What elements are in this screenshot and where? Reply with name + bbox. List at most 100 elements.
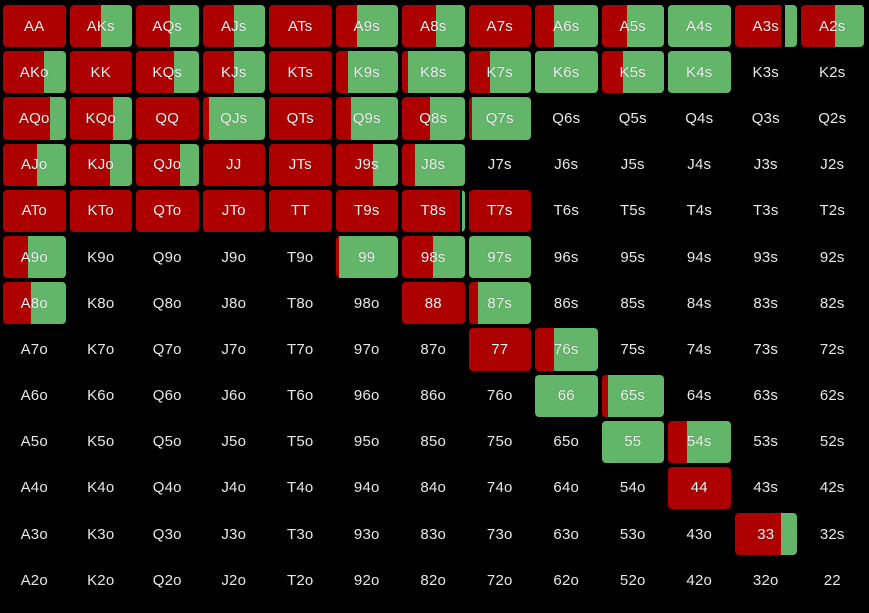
hand-cell-q3s[interactable]: Q3s <box>735 97 798 139</box>
hand-cell-82o[interactable]: 82o <box>402 559 465 601</box>
hand-cell-j7s[interactable]: J7s <box>469 144 532 186</box>
hand-cell-62s[interactable]: 62s <box>801 375 864 417</box>
hand-cell-k2o[interactable]: K2o <box>70 559 133 601</box>
hand-cell-k9s[interactable]: K9s <box>335 51 398 94</box>
hand-cell-aqs[interactable]: AQs <box>136 5 199 48</box>
hand-cell-q7o[interactable]: Q7o <box>136 328 199 370</box>
hand-cell-jj[interactable]: JJ <box>202 143 265 186</box>
hand-cell-93s[interactable]: 93s <box>735 236 798 278</box>
hand-cell-a3s[interactable]: A3s <box>734 5 797 48</box>
hand-cell-ako[interactable]: AKo <box>3 51 66 94</box>
hand-cell-53s[interactable]: 53s <box>735 421 798 463</box>
hand-cell-73s[interactable]: 73s <box>735 328 798 370</box>
hand-cell-k6o[interactable]: K6o <box>70 375 133 417</box>
hand-cell-98o[interactable]: 98o <box>336 282 399 324</box>
hand-cell-j6o[interactable]: J6o <box>203 375 266 417</box>
hand-cell-43s[interactable]: 43s <box>735 467 798 509</box>
hand-cell-k4s[interactable]: K4s <box>668 51 731 94</box>
hand-cell-t4s[interactable]: T4s <box>668 190 731 232</box>
hand-cell-a3o[interactable]: A3o <box>3 513 66 555</box>
hand-cell-qq[interactable]: QQ <box>136 97 199 140</box>
hand-cell-96o[interactable]: 96o <box>336 375 399 417</box>
hand-cell-33[interactable]: 33 <box>734 513 797 556</box>
hand-cell-j9s[interactable]: J9s <box>335 143 398 186</box>
hand-cell-ats[interactable]: ATs <box>269 5 332 48</box>
hand-cell-54o[interactable]: 54o <box>602 467 665 509</box>
hand-cell-94s[interactable]: 94s <box>668 236 731 278</box>
hand-cell-76s[interactable]: 76s <box>535 328 598 371</box>
hand-cell-a2o[interactable]: A2o <box>3 559 66 601</box>
hand-cell-k5s[interactable]: K5s <box>601 51 664 94</box>
hand-cell-85o[interactable]: 85o <box>402 421 465 463</box>
hand-cell-k4o[interactable]: K4o <box>70 467 133 509</box>
hand-cell-k8s[interactable]: K8s <box>402 51 465 94</box>
hand-cell-a6s[interactable]: A6s <box>535 5 598 48</box>
hand-cell-q8o[interactable]: Q8o <box>136 282 199 324</box>
hand-cell-74o[interactable]: 74o <box>469 467 532 509</box>
hand-cell-86o[interactable]: 86o <box>402 375 465 417</box>
hand-cell-a7o[interactable]: A7o <box>3 328 66 370</box>
hand-cell-97s[interactable]: 97s <box>468 235 531 279</box>
hand-cell-q7s[interactable]: Q7s <box>468 97 531 140</box>
hand-cell-k3s[interactable]: K3s <box>735 51 798 93</box>
hand-cell-k6s[interactable]: K6s <box>535 51 598 94</box>
hand-cell-74s[interactable]: 74s <box>668 328 731 370</box>
hand-cell-63s[interactable]: 63s <box>735 375 798 417</box>
hand-cell-83o[interactable]: 83o <box>402 513 465 555</box>
hand-cell-42s[interactable]: 42s <box>801 467 864 509</box>
hand-cell-qts[interactable]: QTs <box>269 97 332 140</box>
hand-cell-t7s[interactable]: T7s <box>468 189 531 232</box>
hand-cell-ato[interactable]: ATo <box>3 189 66 232</box>
hand-cell-83s[interactable]: 83s <box>735 282 798 324</box>
hand-cell-a9s[interactable]: A9s <box>335 5 398 48</box>
hand-cell-ajo[interactable]: AJo <box>3 143 66 186</box>
hand-cell-54s[interactable]: 54s <box>668 420 731 463</box>
hand-cell-q8s[interactable]: Q8s <box>402 97 465 140</box>
hand-cell-j2o[interactable]: J2o <box>203 559 266 601</box>
hand-cell-k3o[interactable]: K3o <box>70 513 133 555</box>
hand-cell-95s[interactable]: 95s <box>602 236 665 278</box>
hand-cell-64o[interactable]: 64o <box>535 467 598 509</box>
hand-cell-kqo[interactable]: KQo <box>69 97 132 140</box>
hand-cell-aqo[interactable]: AQo <box>3 97 66 140</box>
hand-cell-t4o[interactable]: T4o <box>269 467 332 509</box>
hand-cell-98s[interactable]: 98s <box>402 235 465 279</box>
hand-cell-75o[interactable]: 75o <box>469 421 532 463</box>
hand-cell-87s[interactable]: 87s <box>468 282 531 325</box>
hand-cell-95o[interactable]: 95o <box>336 421 399 463</box>
hand-cell-k8o[interactable]: K8o <box>70 282 133 324</box>
hand-cell-j4o[interactable]: J4o <box>203 467 266 509</box>
hand-cell-k7s[interactable]: K7s <box>468 51 531 94</box>
hand-cell-87o[interactable]: 87o <box>402 328 465 370</box>
hand-cell-93o[interactable]: 93o <box>336 513 399 555</box>
hand-cell-a8s[interactable]: A8s <box>402 5 465 48</box>
hand-cell-73o[interactable]: 73o <box>469 513 532 555</box>
hand-cell-jto[interactable]: JTo <box>202 189 265 232</box>
hand-cell-66[interactable]: 66 <box>535 374 598 417</box>
hand-cell-t2s[interactable]: T2s <box>801 190 864 232</box>
hand-cell-aa[interactable]: AA <box>3 5 66 48</box>
hand-cell-75s[interactable]: 75s <box>602 328 665 370</box>
hand-cell-q2s[interactable]: Q2s <box>801 97 864 139</box>
hand-cell-65o[interactable]: 65o <box>535 421 598 463</box>
hand-cell-85s[interactable]: 85s <box>602 282 665 324</box>
hand-cell-t3o[interactable]: T3o <box>269 513 332 555</box>
hand-cell-52o[interactable]: 52o <box>602 559 665 601</box>
hand-cell-94o[interactable]: 94o <box>336 467 399 509</box>
hand-cell-k9o[interactable]: K9o <box>70 236 133 278</box>
hand-cell-72s[interactable]: 72s <box>801 328 864 370</box>
hand-cell-kts[interactable]: KTs <box>269 51 332 94</box>
hand-cell-t8s[interactable]: T8s <box>402 189 465 232</box>
hand-cell-a5s[interactable]: A5s <box>601 5 664 48</box>
hand-cell-j7o[interactable]: J7o <box>203 328 266 370</box>
hand-cell-j2s[interactable]: J2s <box>801 144 864 186</box>
hand-cell-kqs[interactable]: KQs <box>136 51 199 94</box>
hand-cell-a8o[interactable]: A8o <box>3 282 66 325</box>
hand-cell-t5o[interactable]: T5o <box>269 421 332 463</box>
hand-cell-88[interactable]: 88 <box>402 282 465 325</box>
hand-cell-62o[interactable]: 62o <box>535 559 598 601</box>
hand-cell-97o[interactable]: 97o <box>336 328 399 370</box>
hand-cell-t2o[interactable]: T2o <box>269 559 332 601</box>
hand-cell-k2s[interactable]: K2s <box>801 51 864 93</box>
hand-cell-q4o[interactable]: Q4o <box>136 467 199 509</box>
